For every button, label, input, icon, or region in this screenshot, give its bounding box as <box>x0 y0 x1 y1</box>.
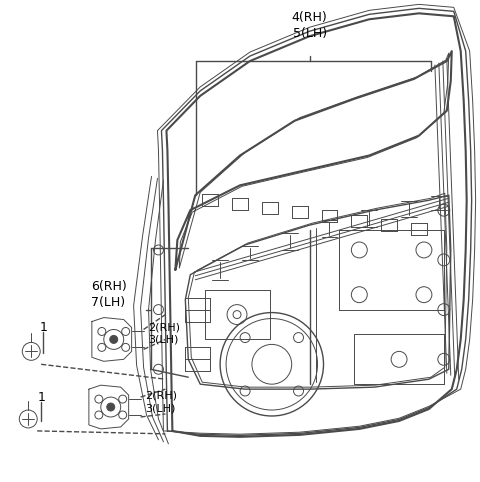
Text: 2(RH)
3(LH): 2(RH) 3(LH) <box>148 322 180 345</box>
Text: 6(RH)
7(LH): 6(RH) 7(LH) <box>91 280 127 309</box>
Circle shape <box>107 403 115 411</box>
Text: 1: 1 <box>37 390 45 403</box>
Text: 1: 1 <box>39 321 47 334</box>
Text: 4(RH)
5(LH): 4(RH) 5(LH) <box>292 12 327 40</box>
Circle shape <box>110 335 118 343</box>
Text: 2(RH)
3(LH): 2(RH) 3(LH) <box>145 391 178 413</box>
